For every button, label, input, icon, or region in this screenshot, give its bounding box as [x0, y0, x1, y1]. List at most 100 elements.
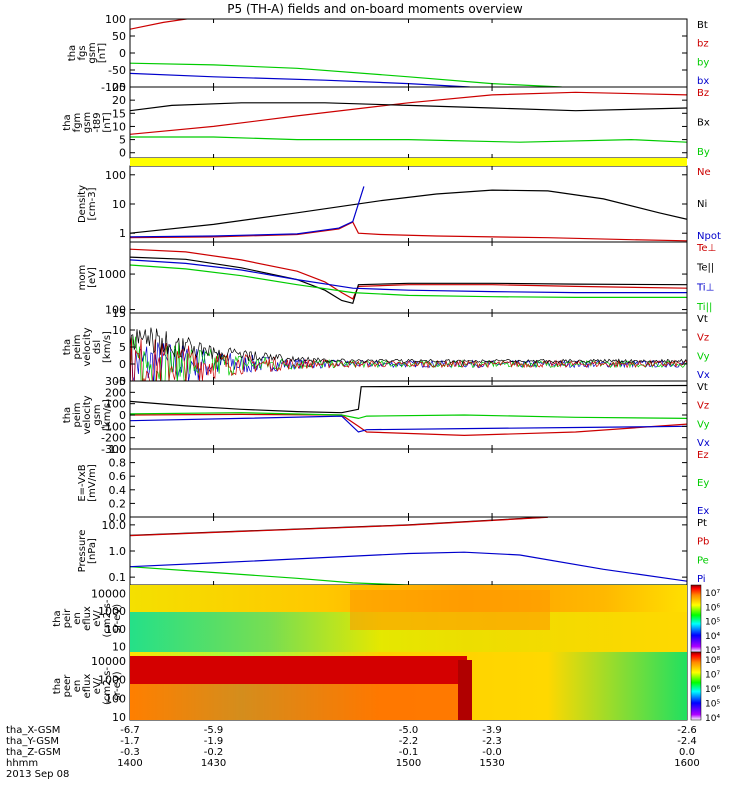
legend-fgs-Bt: Bt — [697, 20, 708, 31]
efield-ylabel: [mV/m] — [87, 464, 98, 502]
peir-colorbar-label: 10⁴ — [705, 632, 720, 642]
fgs-ylabel: [nT] — [97, 43, 108, 63]
peer-colorbar-label: 10⁸ — [705, 656, 720, 666]
fgs-ylabel: gsm — [87, 42, 98, 63]
series-mom-Ti⊥ — [130, 259, 687, 294]
xaxis-tick-value: 1530 — [479, 758, 504, 769]
peim-dsl-ytick: 15 — [112, 307, 126, 320]
series-peim-dsl-Vz — [130, 337, 687, 381]
peir-colorbar — [690, 584, 702, 653]
peir-colorbar-label: 10⁵ — [705, 618, 720, 628]
mom-data — [130, 248, 687, 305]
series-density-Ni — [130, 221, 687, 242]
fgm-ylabel: -t89 — [92, 112, 103, 132]
legend-peim-dsl-Vy: Vy — [697, 351, 710, 362]
fgm-ytick: 10 — [112, 120, 126, 133]
series-peim-dsl-Vy — [130, 335, 687, 381]
legend-density-Ni: Ni — [697, 199, 707, 210]
series-pressure-Pt — [130, 517, 548, 536]
peim-gsm-ytick: 100 — [105, 398, 126, 411]
peim-dsl-ylabel: velocity — [82, 327, 93, 366]
xaxis-tick-value: -2.3 — [482, 736, 502, 747]
peir-ylabel: sr-eV) — [112, 604, 123, 633]
fgm-ytick: 20 — [112, 94, 126, 107]
legend-pressure-Pi: Pi — [697, 574, 706, 585]
peer-ylabel: peer — [62, 674, 73, 698]
efield-ytick: 1.0 — [109, 443, 127, 456]
peir-ytick: 10000 — [91, 587, 126, 600]
panel-density: 100 10 1 Density [cm-3] Ne Ni Npot — [77, 165, 721, 243]
mom-ytick: 1000 — [98, 268, 126, 281]
panel-mom: 1000 100 mom [eV] Te⊥ Te|| Ti⊥ Ti|| — [77, 241, 716, 317]
xaxis-tick-value: 1400 — [117, 758, 142, 769]
mom-ylabel: [eV] — [87, 267, 98, 288]
peir-ytick: 10 — [112, 641, 126, 654]
plot-title: P5 (TH-A) fields and on-board moments ov… — [227, 2, 523, 16]
series-mom-Ti|| — [130, 264, 687, 298]
panel-pressure: 10.0 1.0 0.1 Pressure [nPa] Pt Pb Pe Pi — [77, 516, 709, 586]
xaxis-tick-value: -6.7 — [120, 725, 140, 736]
xaxis-row-label: tha_Z-GSM — [6, 747, 61, 758]
density-ylabel: [cm-3] — [87, 187, 98, 220]
density-ytick: 1 — [119, 227, 126, 240]
legend-fgs-bz: bz — [697, 39, 709, 50]
legend-peim-gsm-Vx: Vx — [697, 438, 710, 449]
legend-mom-Ti⊥: Ti⊥ — [696, 282, 714, 293]
xaxis-tick-value: -0.2 — [204, 747, 224, 758]
pressure-ytick: 1.0 — [109, 545, 127, 558]
peer-ytick: 1000 — [98, 674, 126, 687]
fgm-ytick: 25 — [112, 81, 126, 94]
density-ylabel: Density — [77, 185, 88, 223]
peim-dsl-ytick: 5 — [119, 341, 126, 354]
peer-ylabel: eV/ — [92, 677, 103, 694]
legend-fgs-by: by — [697, 57, 709, 68]
pressure-data — [130, 517, 687, 585]
density-frame — [129, 165, 688, 243]
peim-gsm-ytick: -300 — [101, 443, 126, 456]
peer-ytick: 100 — [105, 692, 126, 705]
legend-peim-dsl-Vx: Vx — [697, 370, 710, 381]
series-mom-Te|| — [130, 256, 687, 305]
peir-colorbar-label: 10⁶ — [705, 603, 720, 613]
series-fgm-Bx — [130, 102, 687, 112]
peer-ylabel: en — [72, 680, 83, 693]
peim-dsl-ylabel: [km/s] — [102, 331, 113, 363]
xaxis-tick-value: -1.7 — [120, 736, 140, 747]
xaxis-tick-value: -1.9 — [204, 736, 224, 747]
fgs-ytick: 100 — [105, 13, 126, 26]
efield-frame — [129, 448, 688, 518]
peim-dsl-ytick: -5 — [115, 375, 126, 388]
fgm-ytick: 15 — [112, 107, 126, 120]
peim-gsm-ytick: -200 — [101, 432, 126, 445]
xaxis-tick-value: -2.4 — [677, 736, 697, 747]
peim-dsl-ylabel: peim — [72, 334, 83, 359]
peir-colorbar-label: 10⁷ — [705, 589, 720, 599]
pressure-frame — [129, 516, 688, 586]
legend-efield-Ez: Ez — [697, 450, 709, 461]
mom-frame — [129, 241, 688, 314]
efield-ytick: 0.8 — [109, 457, 127, 470]
legend-mom-Te⊥: Te⊥ — [696, 243, 716, 254]
xaxis-tick-value: -3.9 — [482, 725, 502, 736]
date-label: 2013 Sep 08 — [6, 769, 69, 780]
peim-dsl-frame — [129, 312, 688, 382]
peim-gsm-ytick: 200 — [105, 386, 126, 399]
series-density-Ne — [130, 189, 687, 234]
density-ytick: 100 — [105, 169, 126, 182]
peim-gsm-data — [130, 384, 687, 437]
xaxis-row-label: hhmm — [6, 758, 38, 769]
peim-gsm-ylabel: tha — [62, 407, 73, 423]
efield-ytick: 0.2 — [109, 497, 127, 510]
peir-ytick: 100 — [105, 623, 126, 636]
peer-colorbar-label: 10⁴ — [705, 714, 720, 724]
peer-spectrogram — [130, 652, 687, 720]
peir-ylabel: peir — [62, 608, 73, 628]
series-pressure-Pi — [130, 551, 687, 582]
pressure-ylabel: [nPa] — [87, 538, 98, 564]
peir-ylabel: (cm2-s- — [102, 599, 113, 637]
legend-fgm-By: By — [697, 147, 710, 158]
xaxis-tick-value: 1500 — [396, 758, 421, 769]
